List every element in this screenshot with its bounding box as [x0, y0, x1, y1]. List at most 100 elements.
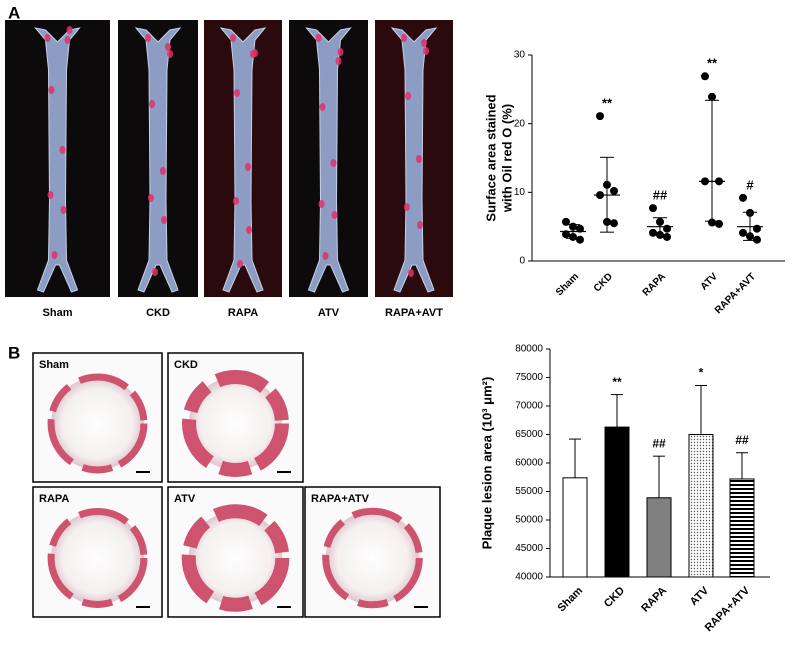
lipid-stain [237, 260, 243, 268]
lipid-stain [337, 48, 344, 56]
x-tick-label: Sham [554, 271, 581, 298]
lipid-stain [408, 269, 414, 277]
data-point [562, 217, 570, 226]
y-tick-label: 20 [514, 118, 526, 129]
lipid-stain [161, 216, 167, 224]
aorta [305, 27, 352, 293]
data-point [715, 219, 723, 228]
data-point [610, 186, 618, 195]
data-point [753, 235, 761, 244]
lipid-stain [319, 103, 326, 111]
x-tick-label: ATV [699, 271, 721, 293]
panel-label: B [8, 343, 20, 362]
lipid-stain [315, 34, 322, 42]
significance: ## [652, 436, 666, 450]
y-axis-label: Surface area stained [483, 94, 498, 221]
lipid-stain [421, 39, 427, 47]
data-point [649, 228, 657, 237]
lipid-stain [405, 92, 411, 100]
y-tick-label: 70000 [515, 401, 543, 412]
y-tick-label: 50000 [515, 515, 543, 526]
lipid-stain [59, 146, 66, 154]
data-point [610, 219, 618, 228]
aorta [134, 27, 182, 293]
lipid-stain [48, 86, 55, 94]
image-label: RAPA [228, 307, 258, 319]
image-label: ATV [174, 493, 196, 505]
image-label: ATV [318, 307, 340, 319]
bar [646, 497, 672, 578]
data-point [708, 92, 716, 101]
lipid-stain [401, 34, 407, 42]
significance: ** [602, 96, 613, 111]
y-tick-label: 30 [514, 50, 526, 61]
data-point [663, 224, 671, 233]
lipid-stain [404, 203, 410, 211]
lipid-stain [233, 197, 239, 205]
bar [604, 426, 630, 578]
panel-label: A [8, 3, 20, 22]
data-point [753, 224, 761, 233]
significance: ** [707, 56, 718, 71]
lipid-stain [47, 191, 54, 199]
image-label: RAPA+AVT [385, 307, 443, 319]
data-point [708, 218, 716, 227]
y-tick-label: 40000 [515, 572, 543, 583]
lipid-stain [423, 47, 429, 55]
lipid-stain [234, 89, 240, 97]
significance: # [746, 177, 754, 192]
image-label: RAPA+ATV [311, 493, 370, 505]
lesion [47, 373, 148, 474]
data-point [649, 204, 657, 213]
x-tick-label: RAPA [639, 585, 669, 615]
aorta [219, 27, 267, 293]
x-tick-label: RAPA [641, 271, 668, 298]
lipid-stain [331, 211, 338, 219]
lipid-stain [335, 57, 342, 65]
y-axis-label: with Oil red O (%) [499, 104, 514, 213]
significance: * [699, 366, 704, 380]
lipid-stain [230, 34, 236, 42]
lesion [47, 508, 148, 608]
lipid-stain [330, 159, 337, 167]
lipid-stain [167, 50, 173, 58]
y-tick-label: 10 [514, 187, 526, 198]
lesion [322, 507, 423, 609]
lesion [181, 504, 290, 612]
y-tick-label: 65000 [515, 429, 543, 440]
y-tick-label: 0 [519, 256, 525, 267]
data-point [739, 193, 747, 202]
lipid-stain [152, 268, 158, 276]
lipid-stain [66, 26, 73, 34]
bar [729, 478, 755, 578]
y-tick-label: 80000 [515, 344, 543, 355]
data-point [596, 112, 604, 121]
lipid-stain [145, 34, 151, 42]
lipid-stain [60, 206, 67, 214]
x-tick-label: CKD [602, 585, 627, 610]
lipid-stain [245, 163, 251, 171]
x-tick-label: CKD [592, 271, 615, 294]
y-tick-label: 75000 [515, 372, 543, 383]
data-point [562, 230, 570, 239]
x-tick-label: RAPA+AVT [713, 271, 758, 316]
bar [562, 477, 588, 578]
lipid-stain [165, 43, 171, 51]
lipid-stain [44, 34, 51, 42]
significance: ** [612, 375, 622, 389]
lipid-stain [417, 221, 423, 229]
data-point [576, 235, 584, 244]
lipid-stain [160, 167, 166, 175]
image-label: CKD [146, 307, 170, 319]
lipid-stain [64, 36, 71, 44]
image-label: Sham [43, 307, 73, 319]
lipid-stain [322, 252, 329, 260]
lipid-stain [51, 251, 58, 259]
y-tick-label: 60000 [515, 458, 543, 469]
x-tick-label: ATV [688, 584, 712, 608]
x-tick-label: RAPA+ATV [703, 584, 753, 634]
x-tick-label: Sham [555, 585, 585, 615]
image-label: CKD [174, 359, 198, 371]
image-label: RAPA [39, 493, 69, 505]
